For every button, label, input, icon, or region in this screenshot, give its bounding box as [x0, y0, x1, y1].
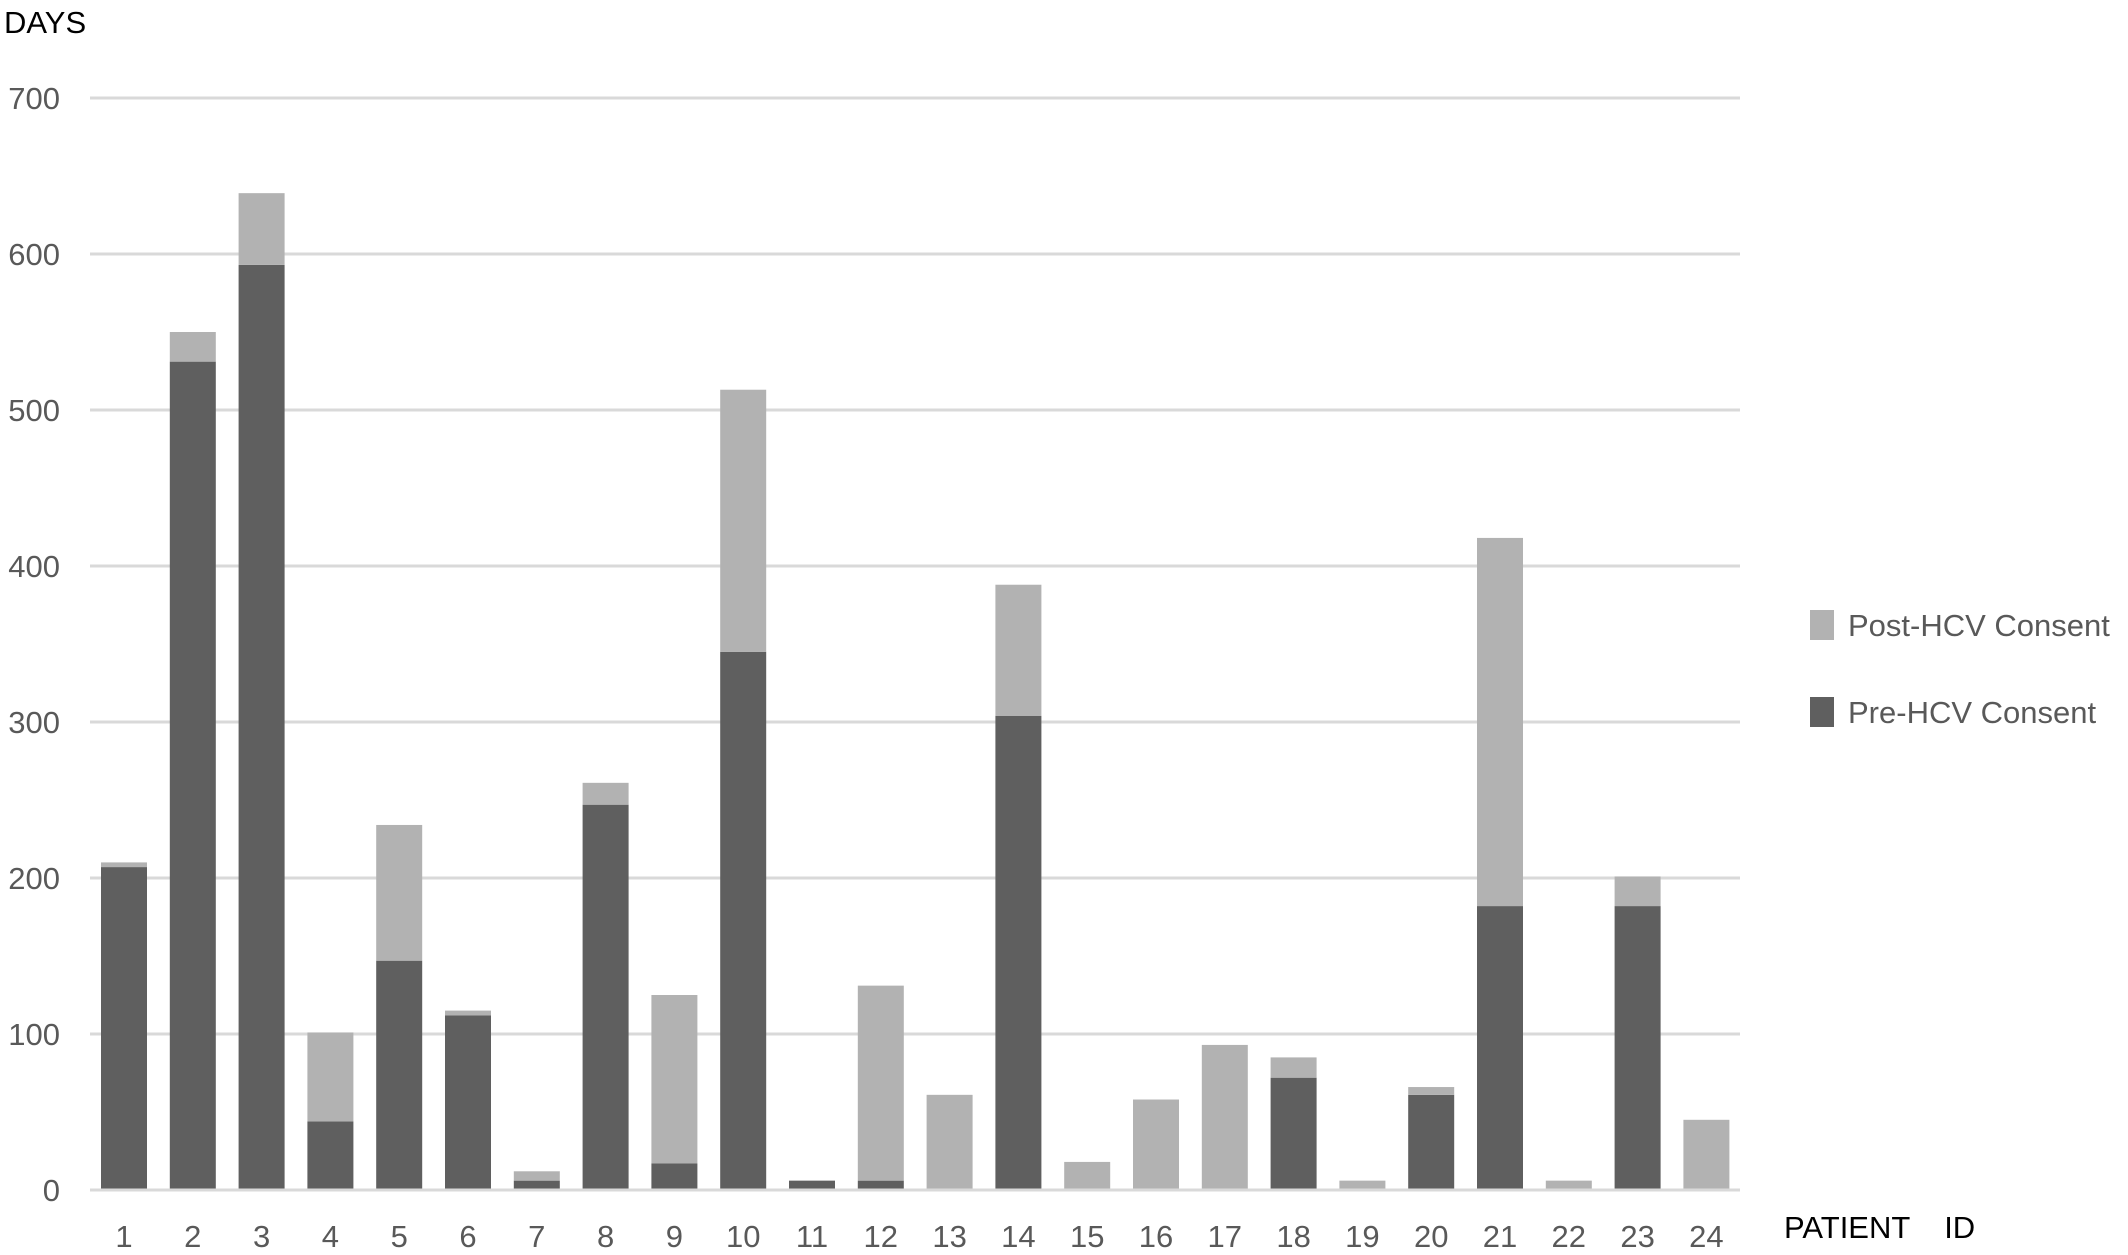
bar-pre-consent-patient-7 — [513, 1180, 560, 1190]
y-tick-label: 400 — [8, 549, 60, 584]
bar-pre-consent-patient-14 — [995, 715, 1042, 1190]
x-tick-label: 1 — [115, 1219, 132, 1254]
bar-post-consent-patient-15 — [1064, 1161, 1111, 1190]
legend-swatch-post-consent — [1810, 610, 1834, 640]
bar-post-consent-patient-21 — [1477, 537, 1523, 907]
x-tick-label: 14 — [1001, 1219, 1035, 1254]
gridlines — [90, 96, 1740, 1036]
bar-pre-consent-patient-9 — [651, 1163, 698, 1190]
bar-post-consent-patient-23 — [1614, 876, 1661, 907]
legend-swatch-pre-consent — [1810, 697, 1834, 727]
x-tick-label: 12 — [864, 1219, 898, 1254]
x-tick-label: 17 — [1208, 1219, 1242, 1254]
bar-post-consent-patient-22 — [1545, 1180, 1592, 1190]
x-tick-label: 22 — [1552, 1219, 1586, 1254]
y-tick-label: 600 — [8, 237, 60, 272]
bar-post-consent-patient-4 — [307, 1032, 354, 1122]
bar-post-consent-patient-18 — [1270, 1057, 1317, 1078]
x-tick-label: 4 — [322, 1219, 339, 1254]
y-axis-title: DAYS — [4, 5, 86, 40]
bar-pre-consent-patient-5 — [376, 960, 423, 1190]
x-tick-label: 23 — [1620, 1219, 1654, 1254]
y-tick-label: 700 — [8, 81, 60, 116]
x-tick-label: 21 — [1483, 1219, 1517, 1254]
bar-pre-consent-patient-12 — [857, 1180, 904, 1190]
x-tick-label: 3 — [253, 1219, 270, 1254]
bar-post-consent-patient-24 — [1683, 1119, 1730, 1190]
legend-label-pre-consent: Pre-HCV Consent — [1848, 695, 2096, 730]
bar-pre-consent-patient-23 — [1614, 906, 1661, 1190]
bar-post-consent-patient-20 — [1408, 1087, 1455, 1095]
bar-pre-consent-patient-11 — [789, 1180, 835, 1190]
y-tick-label: 500 — [8, 393, 60, 428]
bar-post-consent-patient-16 — [1133, 1099, 1179, 1190]
bar-post-consent-patient-14 — [995, 584, 1042, 716]
x-tick-label: 9 — [666, 1219, 683, 1254]
bar-post-consent-patient-7 — [513, 1171, 560, 1181]
x-tick-label: 13 — [932, 1219, 966, 1254]
y-tick-label: 300 — [8, 705, 60, 740]
bar-post-consent-patient-13 — [926, 1094, 973, 1190]
bar-post-consent-patient-19 — [1339, 1180, 1386, 1190]
bar-post-consent-patient-5 — [376, 824, 423, 961]
legend: Post-HCV Consent Pre-HCV Consent — [1810, 608, 2110, 730]
bar-pre-consent-patient-10 — [720, 651, 767, 1190]
bar-pre-consent-patient-8 — [582, 804, 629, 1190]
x-tick-label: 5 — [391, 1219, 408, 1254]
bar-pre-consent-patient-1 — [101, 867, 147, 1190]
x-tick-label: 10 — [726, 1219, 760, 1254]
bar-pre-consent-patient-2 — [169, 361, 216, 1190]
x-tick-label: 7 — [528, 1219, 545, 1254]
x-tick-label: 11 — [796, 1219, 828, 1254]
bar-pre-consent-patient-20 — [1408, 1094, 1455, 1190]
bars — [101, 193, 1730, 1190]
x-tick-label: 24 — [1689, 1219, 1723, 1254]
bar-post-consent-patient-12 — [857, 985, 904, 1181]
bar-pre-consent-patient-4 — [307, 1121, 354, 1190]
x-tick-label: 16 — [1139, 1219, 1173, 1254]
bar-pre-consent-patient-6 — [445, 1015, 491, 1190]
y-tick-label: 0 — [43, 1173, 60, 1208]
x-tick-label: 18 — [1276, 1219, 1310, 1254]
bar-pre-consent-patient-3 — [238, 264, 285, 1190]
x-tick-label: 8 — [597, 1219, 614, 1254]
bar-post-consent-patient-17 — [1201, 1044, 1248, 1190]
x-axis-title: PATIENT ID — [1784, 1210, 1975, 1245]
x-tick-label: 19 — [1345, 1219, 1379, 1254]
x-tick-label: 6 — [459, 1219, 476, 1254]
bar-post-consent-patient-10 — [720, 389, 767, 652]
x-tick-label: 20 — [1414, 1219, 1448, 1254]
legend-label-post-consent: Post-HCV Consent — [1848, 608, 2110, 643]
bar-post-consent-patient-6 — [445, 1010, 491, 1016]
bar-pre-consent-patient-18 — [1270, 1077, 1317, 1190]
y-tick-label: 100 — [8, 1017, 60, 1052]
bar-post-consent-patient-9 — [651, 995, 698, 1164]
bar-post-consent-patient-2 — [169, 332, 216, 362]
bar-post-consent-patient-8 — [582, 782, 629, 805]
bar-post-consent-patient-3 — [238, 193, 285, 265]
x-tick-label: 2 — [184, 1219, 201, 1254]
bar-pre-consent-patient-21 — [1477, 906, 1523, 1190]
y-tick-label: 200 — [8, 861, 60, 896]
bar-post-consent-patient-1 — [101, 862, 147, 868]
x-tick-label: 15 — [1070, 1219, 1104, 1254]
